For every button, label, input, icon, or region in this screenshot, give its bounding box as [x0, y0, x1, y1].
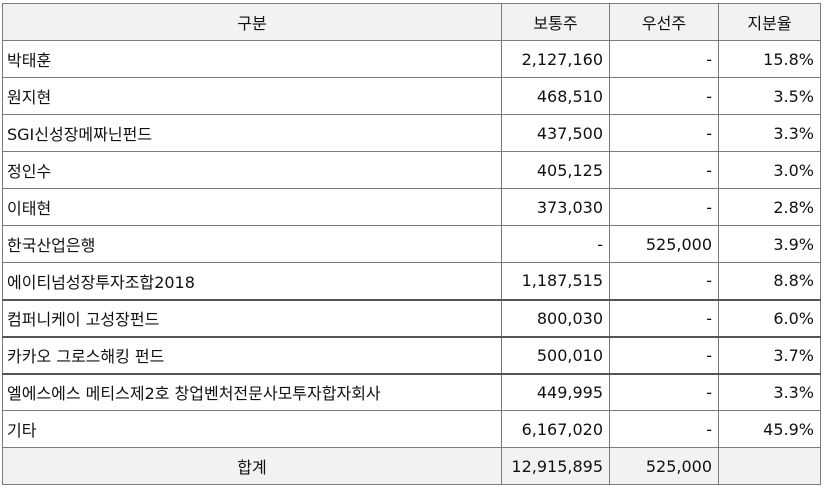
header-row: 구분 보통주 우선주 지분율 [2, 3, 821, 41]
ownership-ratio: 15.8% [718, 40, 821, 78]
shareholder-name: 이태현 [2, 188, 502, 226]
preferred-shares: - [609, 410, 719, 448]
table-row: 박태훈 2,127,160 - 15.8% [2, 40, 821, 78]
table-row: 에이티넘성장투자조합2018 1,187,515 - 8.8% [2, 262, 821, 300]
table-row: SGI신성장메짜닌펀드 437,500 - 3.3% [2, 114, 821, 152]
preferred-shares: - [609, 372, 719, 411]
common-shares: 500,010 [501, 335, 610, 374]
common-shares: 2,127,160 [501, 40, 610, 78]
table-row: 정인수 405,125 - 3.0% [2, 151, 821, 189]
shareholder-name: 엘에스에스 메티스제2호 창업벤처전문사모투자합자회사 [2, 372, 502, 411]
common-shares: - [501, 225, 610, 263]
preferred-shares: - [609, 114, 719, 152]
header-preferred-shares: 우선주 [609, 3, 719, 41]
shareholder-name: 에이티넘성장투자조합2018 [2, 262, 502, 300]
common-shares: 1,187,515 [501, 262, 610, 300]
header-ownership-ratio: 지분율 [718, 3, 821, 41]
shareholder-name: 박태훈 [2, 40, 502, 78]
preferred-shares: 525,000 [609, 225, 719, 263]
common-shares: 468,510 [501, 77, 610, 115]
common-shares: 800,030 [501, 298, 610, 337]
ownership-ratio: 2.8% [718, 188, 821, 226]
common-shares: 405,125 [501, 151, 610, 189]
preferred-shares: - [609, 40, 719, 78]
shareholder-name: 카카오 그로스해킹 펀드 [2, 335, 502, 374]
total-row: 합계 12,915,895 525,000 [2, 447, 821, 485]
ownership-ratio: 45.9% [718, 410, 821, 448]
ownership-ratio: 8.8% [718, 262, 821, 300]
table-row: 원지현 468,510 - 3.5% [2, 77, 821, 115]
shareholder-name: 컴퍼니케이 고성장펀드 [2, 298, 502, 337]
total-preferred-shares: 525,000 [609, 447, 719, 485]
table-row: 이태현 373,030 - 2.8% [2, 188, 821, 226]
ownership-ratio: 3.7% [718, 335, 821, 374]
common-shares: 373,030 [501, 188, 610, 226]
common-shares: 437,500 [501, 114, 610, 152]
table-row: 카카오 그로스해킹 펀드 500,010 - 3.7% [2, 335, 821, 374]
preferred-shares: - [609, 298, 719, 337]
table-row: 컴퍼니케이 고성장펀드 800,030 - 6.0% [2, 298, 821, 337]
shareholder-name: SGI신성장메짜닌펀드 [2, 114, 502, 152]
header-category: 구분 [2, 3, 502, 41]
ownership-ratio: 3.3% [718, 372, 821, 411]
ownership-ratio: 3.9% [718, 225, 821, 263]
total-label: 합계 [2, 447, 502, 485]
preferred-shares: - [609, 77, 719, 115]
shareholder-name: 정인수 [2, 151, 502, 189]
shareholder-table: 구분 보통주 우선주 지분율 박태훈 2,127,160 - 15.8% 원지현… [2, 3, 821, 485]
ownership-ratio: 6.0% [718, 298, 821, 337]
total-common-shares: 12,915,895 [501, 447, 610, 485]
table-row: 기타 6,167,020 - 45.9% [2, 410, 821, 448]
preferred-shares: - [609, 335, 719, 374]
shareholder-name: 한국산업은행 [2, 225, 502, 263]
preferred-shares: - [609, 262, 719, 300]
table-row: 엘에스에스 메티스제2호 창업벤처전문사모투자합자회사 449,995 - 3.… [2, 372, 821, 411]
shareholder-name: 원지현 [2, 77, 502, 115]
header-common-shares: 보통주 [501, 3, 610, 41]
table-row: 한국산업은행 - 525,000 3.9% [2, 225, 821, 263]
preferred-shares: - [609, 188, 719, 226]
ownership-ratio: 3.5% [718, 77, 821, 115]
preferred-shares: - [609, 151, 719, 189]
common-shares: 6,167,020 [501, 410, 610, 448]
total-ownership-ratio [718, 447, 821, 485]
ownership-ratio: 3.0% [718, 151, 821, 189]
ownership-ratio: 3.3% [718, 114, 821, 152]
shareholder-name: 기타 [2, 410, 502, 448]
common-shares: 449,995 [501, 372, 610, 411]
